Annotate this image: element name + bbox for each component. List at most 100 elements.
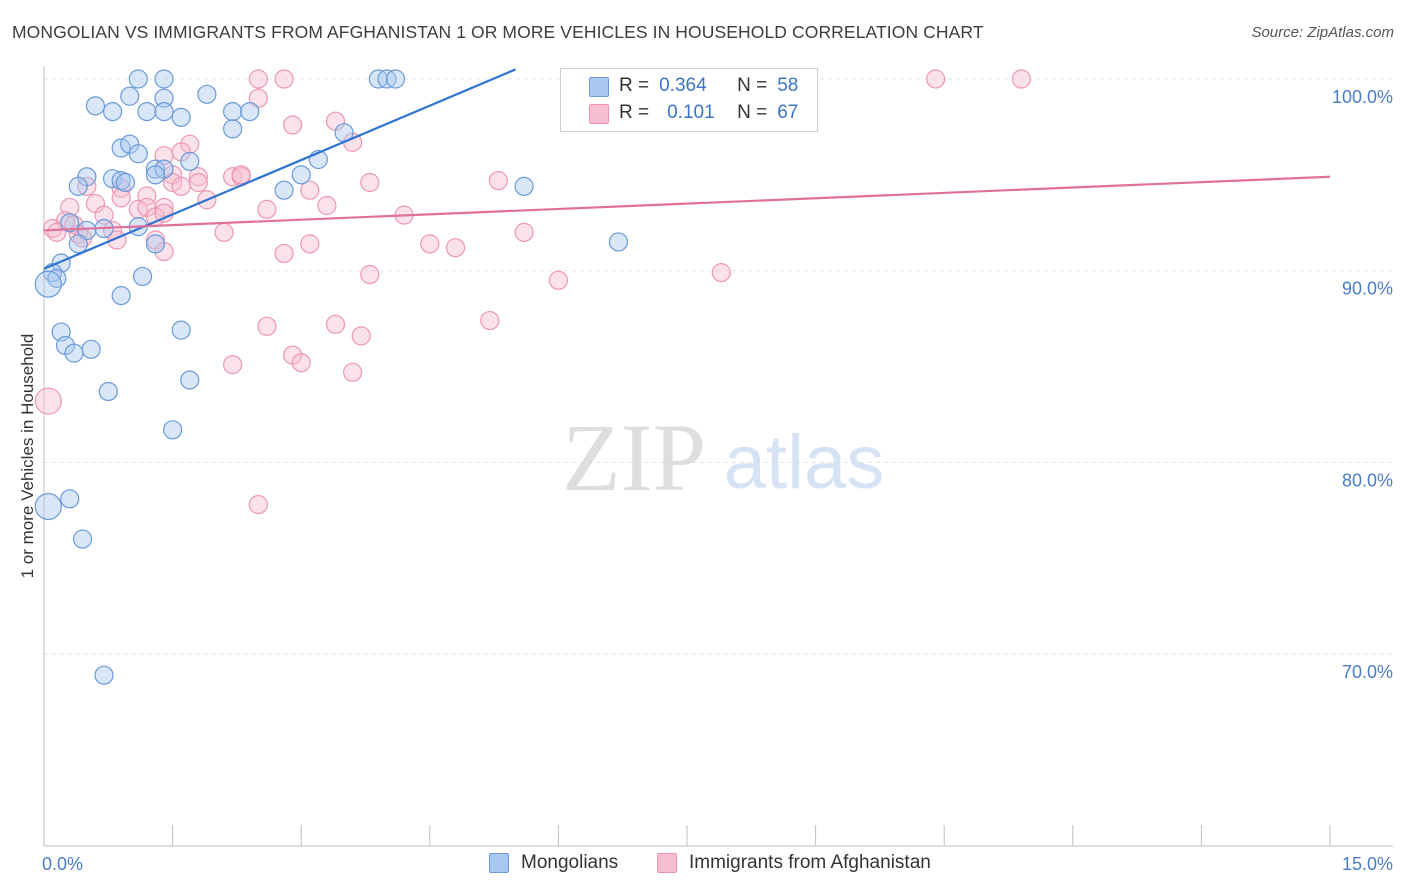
mongolians-point bbox=[137, 101, 157, 122]
legend-label-mongolians: Mongolians bbox=[521, 852, 619, 873]
legend-swatch-afghanistan bbox=[589, 104, 609, 124]
afghanistan-point bbox=[223, 355, 243, 375]
afghanistan-point bbox=[488, 171, 508, 191]
afghanistan-point bbox=[111, 188, 131, 208]
mongolians-point bbox=[128, 69, 148, 89]
y-tick-label: 90.0% bbox=[1342, 279, 1393, 299]
mongolians-point bbox=[145, 234, 166, 254]
x-tick-label-max: 15.0% bbox=[1342, 854, 1393, 874]
legend-r-label: R = bbox=[619, 75, 650, 96]
trend-lines bbox=[43, 68, 1331, 270]
source-label: Source: ZipAtlas.com bbox=[1251, 24, 1394, 41]
mongolians-point bbox=[154, 88, 174, 108]
series-legend: Mongolians Immigrants from Afghanistan bbox=[0, 852, 1406, 878]
afghanistan-point bbox=[480, 310, 500, 331]
mongolians-point bbox=[171, 107, 191, 127]
afghanistan-point bbox=[514, 222, 534, 242]
legend-swatch-afghanistan bbox=[657, 853, 677, 873]
watermark-atlas: atlas bbox=[724, 420, 885, 505]
afghanistan-point bbox=[300, 180, 320, 200]
afghanistan-point bbox=[1011, 69, 1031, 89]
mongolians-point bbox=[154, 69, 174, 89]
afghanistan-point bbox=[257, 316, 277, 336]
watermark-zip: ZIP bbox=[562, 404, 706, 511]
afghanistan-point bbox=[214, 222, 234, 242]
afghanistan-point bbox=[34, 387, 62, 415]
afghanistan-point bbox=[548, 270, 569, 290]
mongolians-point bbox=[240, 101, 260, 122]
mongolians-point bbox=[102, 101, 123, 122]
afghanistan-point bbox=[360, 264, 380, 285]
mongolians-point bbox=[94, 665, 114, 685]
mongolians-point bbox=[60, 213, 80, 233]
mongolians-point bbox=[180, 151, 200, 172]
afghanistan-point bbox=[137, 186, 157, 206]
afghanistan-point bbox=[171, 176, 191, 196]
y-tick-label: 100.0% bbox=[1332, 87, 1393, 107]
afghanistan-point bbox=[188, 167, 208, 187]
afghanistan-point bbox=[94, 205, 114, 225]
afghanistan-point bbox=[248, 69, 268, 89]
y-tick-labels: 70.0% 80.0% 90.0% 100.0% bbox=[1332, 87, 1393, 682]
axes bbox=[43, 66, 1393, 847]
afghanistan-point bbox=[926, 69, 946, 89]
afghanistan-point bbox=[360, 172, 380, 193]
mongolians-point bbox=[608, 232, 629, 252]
mongolians-point bbox=[85, 96, 106, 116]
mongolians-point bbox=[34, 492, 62, 521]
legend-swatch-mongolians bbox=[589, 77, 609, 97]
mongolians-point bbox=[111, 286, 131, 306]
legend-item-mongolians: Mongolians bbox=[489, 852, 618, 874]
mongolians-point bbox=[60, 489, 80, 509]
grid-lines bbox=[44, 78, 1393, 655]
mongolians-point bbox=[223, 119, 243, 139]
mongolians-point bbox=[154, 101, 174, 122]
afghanistan-point bbox=[351, 326, 371, 346]
mongolians-point bbox=[197, 84, 217, 104]
afghanistan-point bbox=[274, 69, 294, 89]
legend-n-label: N = bbox=[737, 102, 768, 123]
afghanistan-point bbox=[248, 88, 268, 108]
series-afghanistan-points bbox=[34, 69, 1031, 515]
mongolians-point bbox=[128, 144, 148, 164]
mongolians-point bbox=[115, 172, 136, 193]
mongolians-point bbox=[180, 370, 200, 390]
x-tick-label-min: 0.0% bbox=[42, 854, 83, 874]
mongolians-point bbox=[171, 320, 191, 340]
mongolians-point bbox=[514, 176, 534, 196]
correlation-legend: R = 0.364 N = 58 R = 0.101 N = 67 bbox=[560, 68, 818, 132]
afghanistan-point bbox=[154, 203, 174, 223]
mongolians-point bbox=[68, 234, 88, 254]
afghanistan-point bbox=[420, 234, 440, 254]
mongolians-point bbox=[120, 86, 140, 106]
mongolians-point bbox=[274, 180, 294, 200]
legend-swatch-mongolians bbox=[489, 853, 509, 873]
afghanistan-point bbox=[188, 172, 208, 193]
y-tick-label: 70.0% bbox=[1342, 662, 1393, 682]
afghanistan-point bbox=[274, 243, 294, 264]
legend-r-label: R = bbox=[619, 102, 650, 123]
legend-row-afghanistan: R = 0.101 N = 67 bbox=[619, 100, 798, 126]
mongolians-point bbox=[145, 165, 166, 185]
mongolians-point bbox=[132, 266, 153, 287]
trend-line-afghanistan bbox=[43, 175, 1331, 232]
afghanistan-point bbox=[317, 195, 337, 216]
mongolians-point bbox=[81, 339, 101, 359]
afghanistan-point bbox=[231, 165, 251, 185]
afghanistan-point bbox=[343, 362, 363, 382]
mongolians-point bbox=[223, 101, 243, 122]
mongolians-point bbox=[163, 420, 183, 440]
y-tick-label: 80.0% bbox=[1342, 470, 1393, 490]
afghanistan-point bbox=[47, 222, 67, 242]
afghanistan-point bbox=[291, 353, 311, 373]
trend-line-mongolians bbox=[43, 68, 516, 270]
legend-r-value-afghanistan: 0.101 bbox=[667, 102, 715, 123]
legend-n-value-afghanistan: 67 bbox=[777, 102, 799, 123]
mongolians-point bbox=[291, 165, 311, 185]
afghanistan-point bbox=[283, 115, 303, 135]
legend-n-value-mongolians: 58 bbox=[777, 75, 799, 96]
afghanistan-point bbox=[300, 234, 320, 254]
afghanistan-point bbox=[445, 238, 466, 258]
legend-label-afghanistan: Immigrants from Afghanistan bbox=[689, 852, 931, 873]
